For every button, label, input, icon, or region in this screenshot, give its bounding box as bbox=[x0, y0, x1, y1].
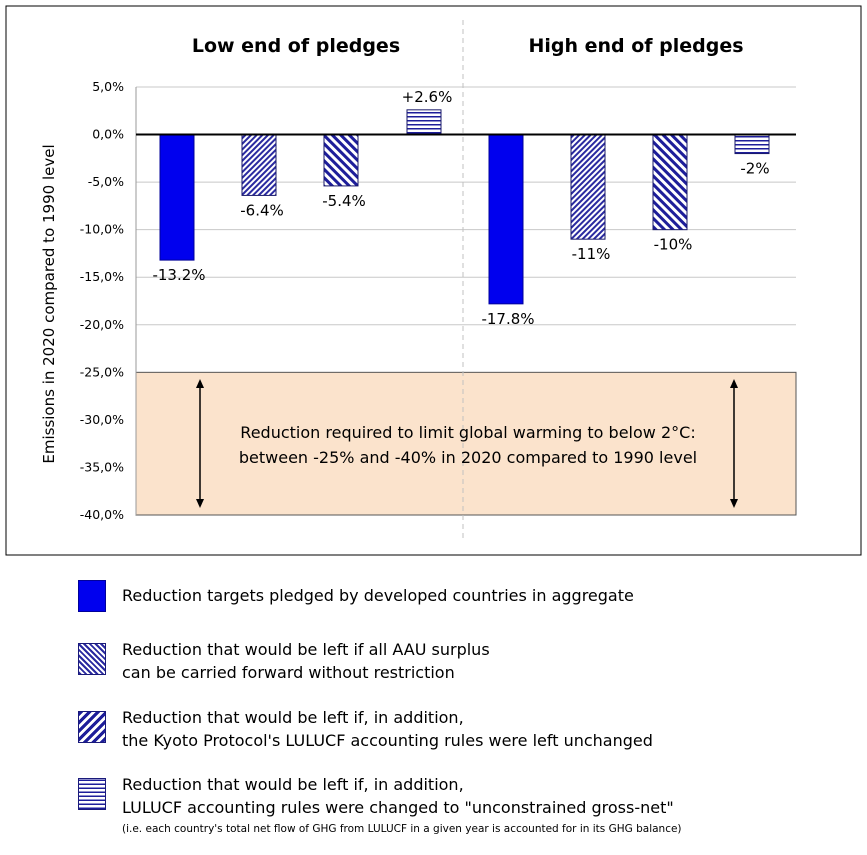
panel-title-high: High end of pledges bbox=[528, 35, 743, 57]
y-tick-label: -30,0% bbox=[80, 412, 124, 427]
band-arrow-right bbox=[730, 379, 738, 508]
y-tick-label: -10,0% bbox=[80, 222, 124, 237]
legend-item-aau-surplus: Reduction that would be left if all AAU … bbox=[78, 638, 490, 684]
legend-swatch-crosshatch bbox=[78, 643, 106, 675]
legend-label: Reduction that would be left if, in addi… bbox=[122, 775, 464, 794]
legend-label: can be carried forward without restricti… bbox=[122, 663, 455, 682]
data-label: -17.8% bbox=[481, 310, 534, 328]
legend-swatch-diagonal bbox=[78, 711, 106, 743]
y-tick-label: -5,0% bbox=[88, 174, 124, 189]
target-band bbox=[135, 371, 797, 516]
bar-high-4 bbox=[734, 134, 770, 155]
data-label: -6.4% bbox=[240, 201, 284, 219]
legend-label: Reduction that would be left if all AAU … bbox=[122, 640, 490, 659]
legend-label: Reduction targets pledged by developed c… bbox=[122, 586, 634, 605]
data-label: -5.4% bbox=[322, 192, 366, 210]
bar-low-1 bbox=[159, 134, 195, 261]
bar-low-4 bbox=[406, 109, 442, 136]
bar-high-3 bbox=[652, 134, 688, 231]
y-tick-label: -25,0% bbox=[80, 364, 124, 379]
data-label: -11% bbox=[572, 245, 611, 263]
legend-label: the Kyoto Protocol's LULUCF accounting r… bbox=[122, 731, 653, 750]
data-label: +2.6% bbox=[402, 88, 453, 106]
legend-item-gross-net: Reduction that would be left if, in addi… bbox=[78, 773, 682, 837]
legend-label: Reduction that would be left if, in addi… bbox=[122, 708, 464, 727]
y-tick-label: -20,0% bbox=[80, 317, 124, 332]
legend-swatch-horizontal bbox=[78, 778, 106, 810]
legend-swatch-solid bbox=[78, 580, 106, 612]
band-text-line-2: between -25% and -40% in 2020 compared t… bbox=[239, 448, 697, 467]
bar-high-2 bbox=[570, 134, 606, 240]
bar-low-2 bbox=[241, 134, 277, 196]
y-tick-label: 5,0% bbox=[92, 79, 124, 94]
legend-item-kyoto-lulucf: Reduction that would be left if, in addi… bbox=[78, 706, 653, 752]
legend-label: LULUCF accounting rules were changed to … bbox=[122, 798, 674, 817]
y-tick-label: -15,0% bbox=[80, 269, 124, 284]
band-arrow-left bbox=[196, 379, 204, 508]
bar-high-1 bbox=[488, 134, 524, 305]
bar-low-3 bbox=[323, 134, 359, 187]
legend-item-pledged: Reduction targets pledged by developed c… bbox=[78, 580, 634, 612]
y-tick-label: 0,0% bbox=[92, 127, 124, 142]
y-axis-label: Emissions in 2020 compared to 1990 level bbox=[40, 144, 58, 463]
band-text-line-1: Reduction required to limit global warmi… bbox=[240, 423, 695, 442]
y-tick-label: -35,0% bbox=[80, 459, 124, 474]
data-label: -13.2% bbox=[152, 266, 205, 284]
y-tick-label: -40,0% bbox=[80, 507, 124, 522]
legend-note: (i.e. each country's total net flow of G… bbox=[122, 823, 682, 835]
data-label: -2% bbox=[740, 160, 769, 178]
panel-title-low: Low end of pledges bbox=[192, 35, 400, 57]
data-label: -10% bbox=[654, 236, 693, 254]
